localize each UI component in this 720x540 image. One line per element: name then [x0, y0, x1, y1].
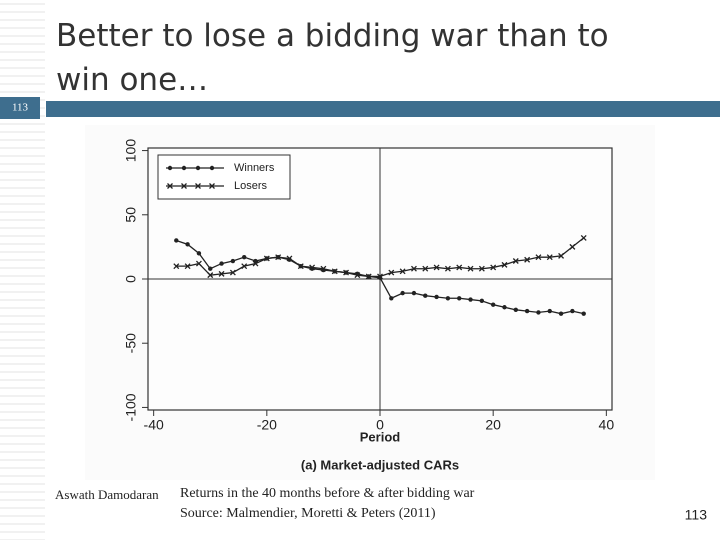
legend-marker	[195, 165, 201, 171]
data-point	[309, 264, 316, 271]
data-point	[263, 255, 270, 262]
data-point	[184, 263, 191, 270]
data-point	[422, 265, 429, 272]
legend-marker	[181, 165, 187, 171]
data-point	[467, 265, 474, 272]
data-point	[547, 308, 552, 314]
data-point	[546, 254, 553, 261]
data-point	[389, 296, 394, 301]
data-point	[581, 311, 586, 316]
data-point	[354, 272, 361, 279]
page-number: 113	[685, 507, 708, 523]
slide-badge: 113	[12, 102, 29, 114]
legend-marker	[195, 183, 201, 189]
data-point	[218, 270, 225, 277]
data-point	[241, 254, 247, 260]
data-point	[535, 254, 542, 261]
data-point	[513, 307, 519, 313]
y-tick-label: 0	[123, 275, 139, 283]
data-point	[275, 254, 282, 261]
data-point	[400, 290, 405, 296]
data-point	[229, 269, 236, 276]
data-point	[445, 296, 451, 301]
data-point	[536, 310, 541, 315]
source: Source: Malmendier, Moretti & Peters (20…	[180, 506, 436, 521]
caption: Returns in the 40 months before & after …	[180, 486, 475, 501]
data-point	[512, 258, 519, 264]
data-point	[320, 265, 327, 272]
x-tick-label: 40	[599, 417, 615, 433]
x-axis-label: Period	[360, 429, 401, 444]
side-pattern	[0, 0, 45, 540]
data-point	[411, 290, 417, 296]
data-point	[457, 296, 462, 301]
data-point	[174, 238, 179, 243]
legend-label: Losers	[234, 180, 268, 192]
data-point	[230, 258, 236, 264]
data-point	[196, 251, 202, 256]
x-tick-label: -40	[144, 417, 164, 433]
data-point	[558, 252, 565, 259]
chart: -40 -20 0 20 40 -100 -50 0 50 100 Period (a) Market…	[123, 139, 615, 473]
data-point	[456, 264, 463, 271]
data-point	[434, 294, 439, 300]
chart-subtitle: (a) Market-adjusted CARs	[301, 457, 459, 472]
data-point	[195, 260, 202, 267]
data-point	[478, 265, 485, 272]
data-point	[173, 263, 180, 270]
legend-box	[157, 154, 291, 200]
data-point	[331, 268, 338, 275]
title-bar	[46, 101, 720, 117]
data-point	[252, 260, 259, 267]
data-point	[479, 298, 485, 304]
data-point	[207, 272, 214, 279]
data-point	[580, 234, 587, 241]
data-point	[433, 264, 440, 271]
data-point	[524, 308, 530, 314]
data-point	[570, 308, 575, 314]
data-point	[410, 265, 417, 272]
data-point	[569, 243, 576, 250]
data-point	[388, 269, 395, 276]
x-tick-label: 20	[485, 417, 501, 433]
data-point	[490, 302, 496, 307]
data-point	[343, 269, 350, 276]
data-point	[286, 255, 293, 262]
data-point	[468, 297, 473, 302]
data-point	[185, 242, 190, 247]
slide-title: Better to lose a bidding war than to win…	[56, 18, 609, 98]
legend-marker	[209, 165, 215, 171]
data-point	[423, 293, 428, 298]
data-point	[502, 305, 507, 310]
data-point	[524, 256, 531, 263]
y-tick-label: 50	[123, 207, 139, 223]
author: Aswath Damodaran	[55, 487, 159, 502]
data-point	[501, 261, 508, 268]
badge-bg	[0, 97, 40, 119]
data-point	[444, 265, 451, 272]
legend-marker	[209, 183, 215, 189]
y-tick-label: -100	[123, 393, 139, 421]
x-tick-label: 0	[376, 417, 384, 433]
data-point	[558, 311, 564, 316]
data-point	[241, 263, 248, 270]
y-tick-label: -50	[123, 333, 139, 353]
y-tick-label: 100	[123, 139, 139, 163]
legend-marker	[181, 183, 187, 189]
data-point	[399, 268, 406, 275]
legend-marker	[167, 183, 173, 189]
data-point	[208, 266, 213, 271]
x-tick-label: -20	[257, 417, 277, 433]
legend-label: Winners	[234, 162, 275, 174]
data-point	[365, 273, 372, 280]
legend-marker	[167, 165, 173, 171]
data-point	[377, 273, 383, 280]
data-point	[297, 263, 304, 270]
data-point	[219, 261, 224, 266]
data-point	[490, 264, 497, 271]
